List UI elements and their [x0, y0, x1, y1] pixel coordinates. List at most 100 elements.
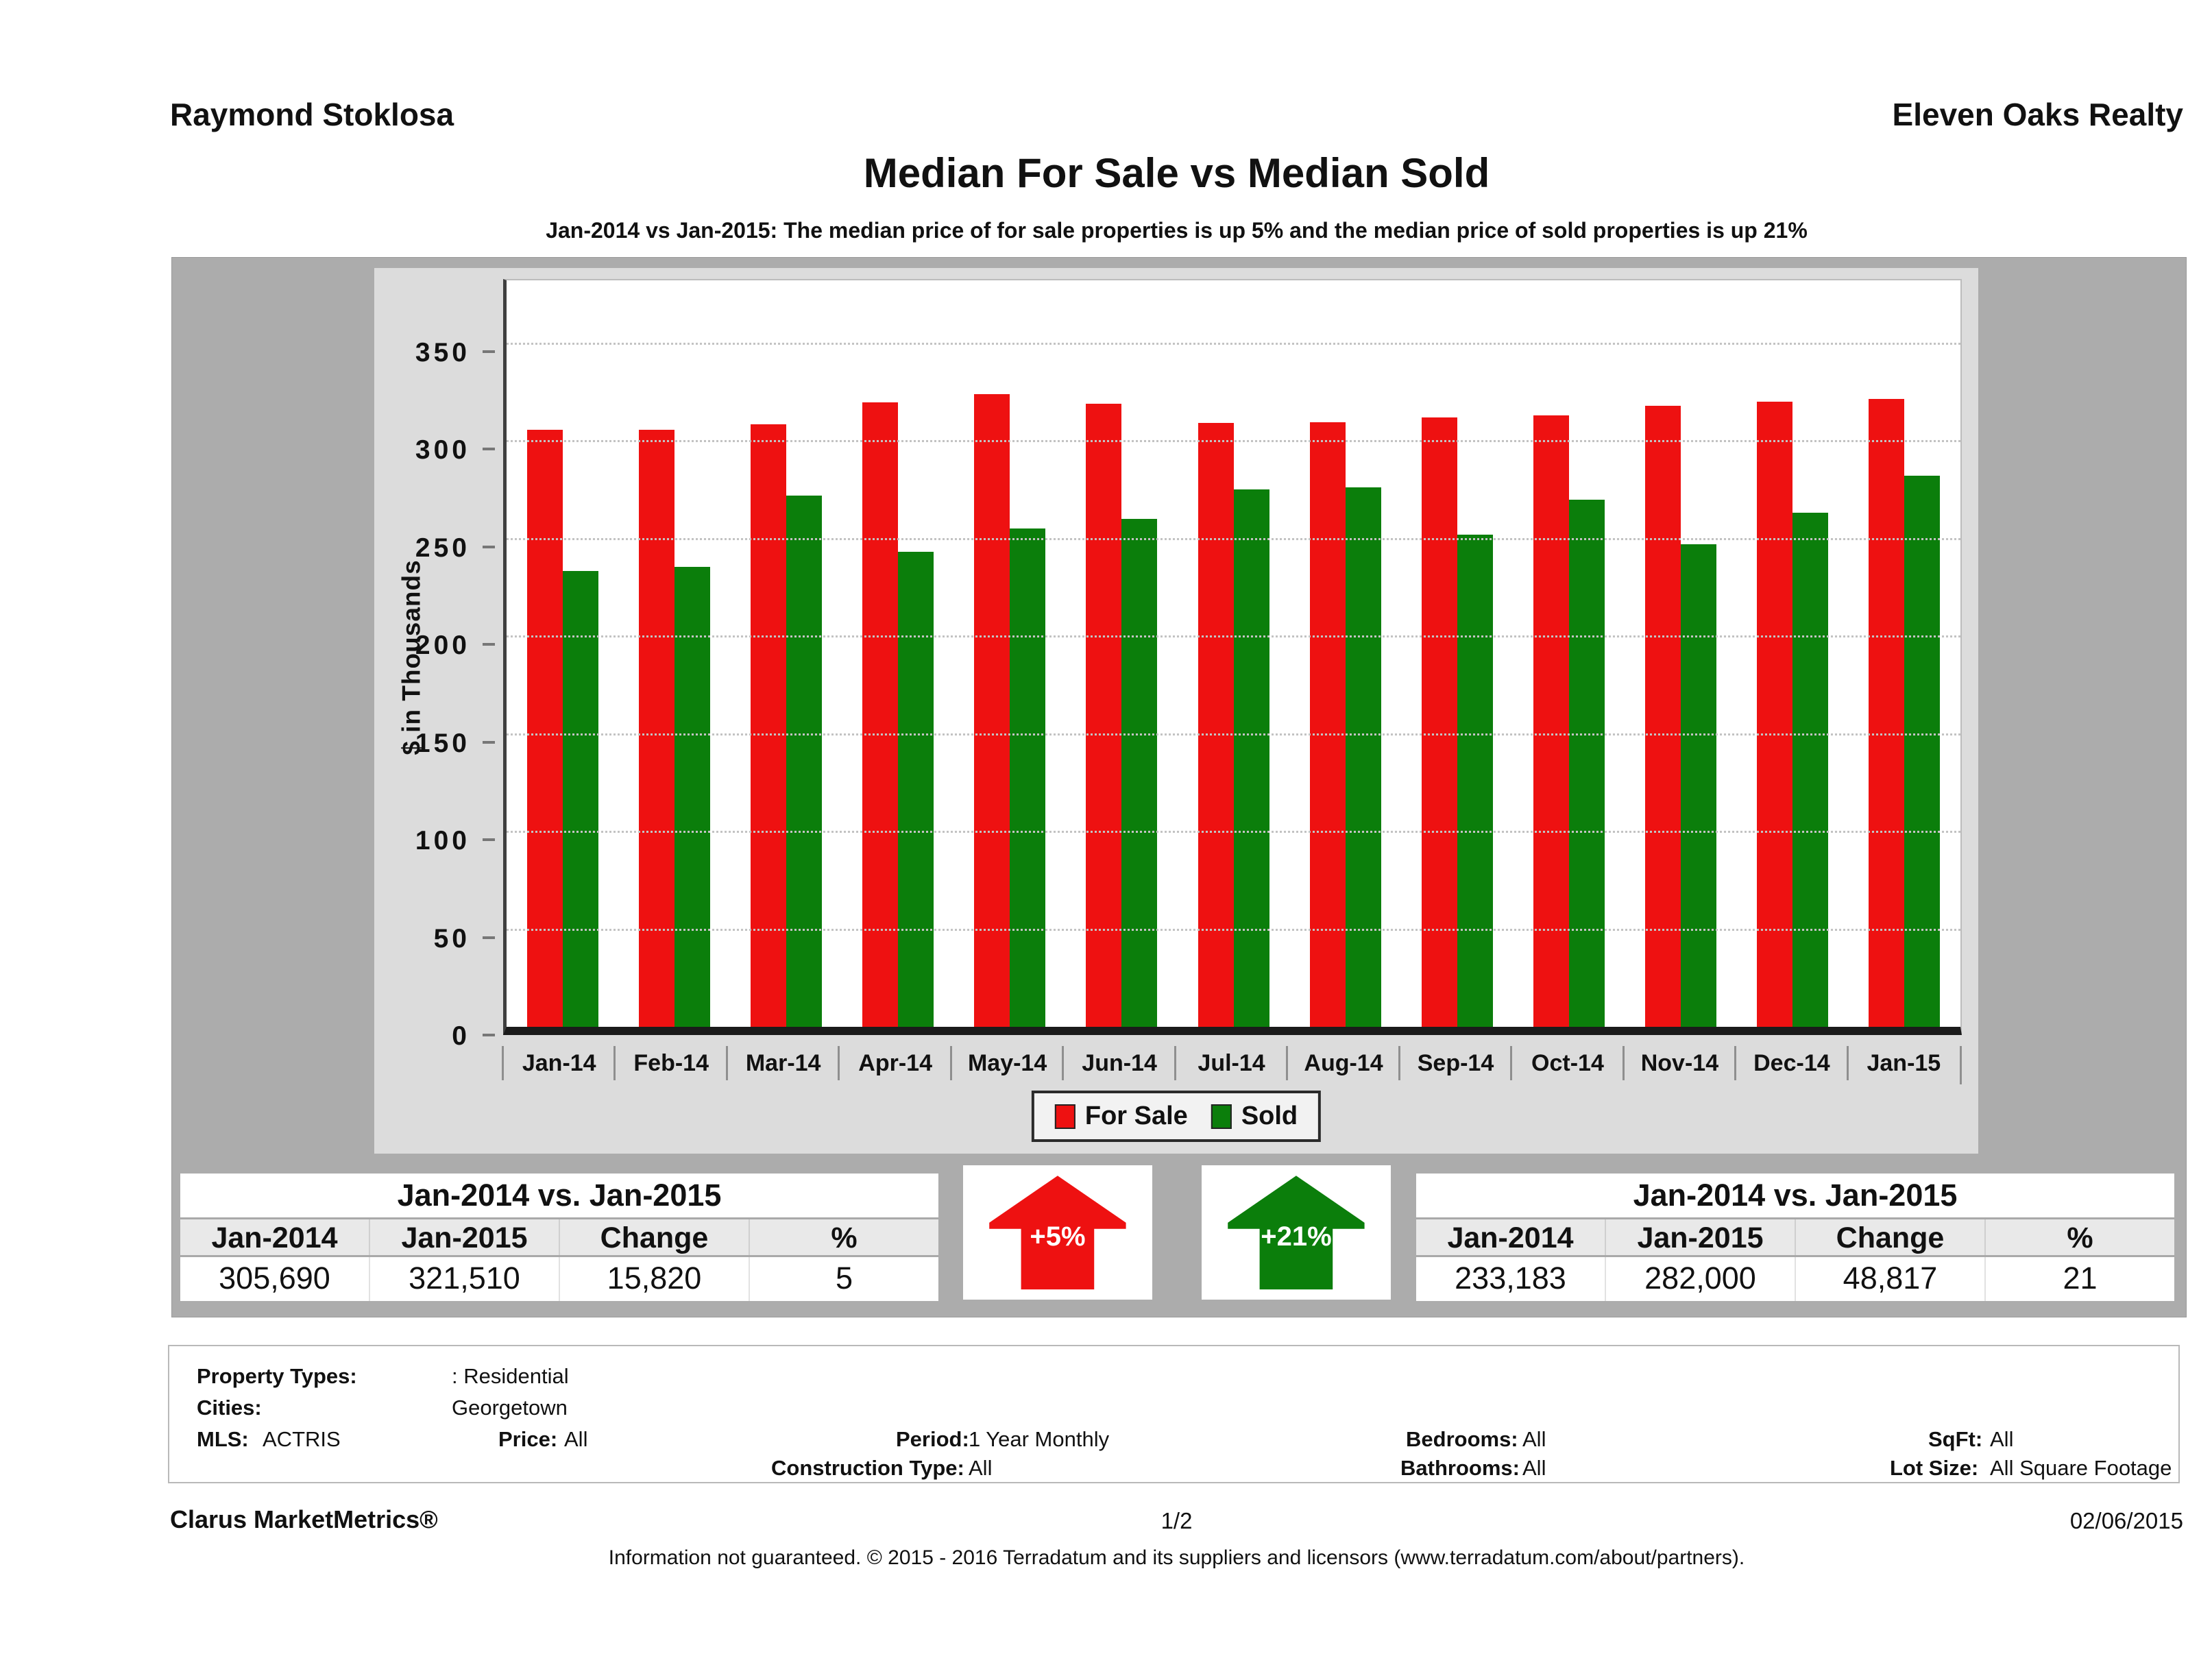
- bar-for-sale-oct-14: [1533, 415, 1569, 1027]
- col-header: Jan-2014: [211, 1221, 338, 1254]
- lot-size-value: All Square Footage: [1990, 1456, 2172, 1480]
- bar-for-sale-jun-14: [1086, 403, 1122, 1027]
- y-tick-label: 50: [433, 923, 470, 953]
- col-header: %: [749, 1219, 938, 1255]
- gridline: [507, 440, 1960, 442]
- bar-sold-mar-14: [786, 495, 822, 1027]
- bar-for-sale-dec-14: [1757, 402, 1793, 1027]
- y-tick-label: 150: [415, 728, 470, 758]
- table-cell: 233,183: [1455, 1261, 1566, 1296]
- col-header: Change: [559, 1219, 749, 1255]
- table-cell: 5: [749, 1257, 938, 1301]
- up-arrow-icon: [989, 1176, 1126, 1289]
- bar-sold-jan-14: [562, 571, 598, 1027]
- x-tick-label: Jun-14: [1062, 1046, 1175, 1084]
- x-tick-label: Sep-14: [1398, 1046, 1511, 1084]
- bar-group-oct-14: [1513, 280, 1625, 1027]
- bar-group-aug-14: [1289, 280, 1401, 1027]
- x-tick-label: Jan-14: [501, 1046, 615, 1084]
- bedrooms-value: All: [1522, 1427, 1546, 1451]
- price-label: Price:: [498, 1427, 558, 1451]
- col-header: Jan-2015: [1605, 1219, 1795, 1255]
- cities-value: Georgetown: [452, 1396, 568, 1420]
- chart-panel: $ in Thousands 0 50 100 150 200 250 300 350 Jan…: [374, 268, 1978, 1154]
- period-label: Period:: [896, 1427, 969, 1451]
- gridline: [507, 928, 1960, 931]
- bar-for-sale-apr-14: [862, 402, 899, 1027]
- agent-name: Raymond Stoklosa: [170, 97, 454, 132]
- table-cell: 21: [1984, 1257, 2174, 1301]
- y-tick-label: 200: [415, 631, 470, 660]
- bar-sold-dec-14: [1792, 513, 1829, 1027]
- x-tick-label: Jul-14: [1174, 1046, 1287, 1084]
- bar-for-sale-mar-14: [750, 424, 786, 1027]
- y-tick-dash: [483, 448, 495, 450]
- bar-group-jan-14: [507, 280, 618, 1027]
- gridline: [507, 831, 1960, 833]
- table-cell: 48,817: [1795, 1257, 1984, 1301]
- x-tick-label: Mar-14: [725, 1046, 839, 1084]
- y-tick-dash: [483, 545, 495, 548]
- legend-swatch: [1211, 1104, 1232, 1129]
- gridline: [507, 537, 1960, 540]
- table-title: Jan-2014 vs. Jan-2015: [1416, 1174, 2174, 1217]
- bar-sold-feb-14: [674, 566, 710, 1027]
- bar-group-may-14: [954, 280, 1066, 1027]
- for-sale-comparison-table: Jan-2014 vs. Jan-2015 Jan-2014 Jan-2015 …: [180, 1174, 938, 1305]
- bar-for-sale-jan-15: [1869, 398, 1905, 1027]
- chart-legend: For Sale Sold: [1031, 1091, 1322, 1142]
- bar-group-mar-14: [730, 280, 842, 1027]
- company-name: Eleven Oaks Realty: [1892, 97, 2183, 132]
- bar-for-sale-may-14: [974, 393, 1010, 1027]
- table-cell: 305,690: [219, 1261, 330, 1296]
- col-header: %: [1984, 1219, 2174, 1255]
- sqft-value: All: [1990, 1427, 2014, 1451]
- sold-comparison-table: Jan-2014 vs. Jan-2015 Jan-2014 Jan-2015 …: [1416, 1174, 2174, 1305]
- y-tick-dash: [483, 350, 495, 353]
- y-tick-label: 100: [415, 826, 470, 855]
- x-tick-label: Apr-14: [838, 1046, 951, 1084]
- bar-sold-aug-14: [1345, 487, 1381, 1027]
- property-types-label: Property Types:: [197, 1364, 357, 1388]
- bar-group-jun-14: [1066, 280, 1178, 1027]
- report-title: Median For Sale vs Median Sold: [863, 150, 1490, 196]
- x-tick-label: May-14: [949, 1046, 1063, 1084]
- mls-value: ACTRIS: [263, 1427, 341, 1451]
- y-tick-dash: [483, 838, 495, 841]
- disclaimer-text: Information not guaranteed. © 2015 - 201…: [608, 1546, 1745, 1569]
- bar-sold-jul-14: [1233, 489, 1269, 1027]
- cities-label: Cities:: [197, 1396, 262, 1420]
- lot-size-label: Lot Size:: [1890, 1456, 1979, 1480]
- chart-container: $ in Thousands 0 50 100 150 200 250 300 350 Jan…: [171, 257, 2187, 1317]
- bar-group-jan-15: [1849, 280, 1960, 1027]
- x-tick-label: Aug-14: [1286, 1046, 1399, 1084]
- y-axis-ticks: 0 50 100 150 200 250 300 350: [374, 279, 499, 1051]
- y-tick-dash: [483, 740, 495, 744]
- plot-area: [503, 279, 1962, 1035]
- x-tick-label: Dec-14: [1734, 1046, 1847, 1084]
- report-date: 02/06/2015: [2069, 1508, 2183, 1533]
- y-tick-dash: [483, 643, 495, 646]
- x-tick-label: Feb-14: [613, 1046, 727, 1084]
- table-title: Jan-2014 vs. Jan-2015: [180, 1174, 938, 1217]
- construction-type-value: All: [969, 1456, 993, 1480]
- y-tick-label: 250: [415, 533, 470, 563]
- bar-groups: [507, 280, 1960, 1027]
- up-arrow-icon: [1228, 1176, 1365, 1289]
- bathrooms-value: All: [1522, 1456, 1546, 1480]
- legend-label: For Sale: [1084, 1102, 1188, 1130]
- page-number: 1/2: [1160, 1508, 1193, 1533]
- bar-group-jul-14: [1178, 280, 1289, 1027]
- mls-label: MLS:: [197, 1427, 249, 1451]
- bar-sold-apr-14: [898, 552, 934, 1027]
- bar-group-sep-14: [1401, 280, 1513, 1027]
- x-tick-label: Oct-14: [1510, 1046, 1623, 1084]
- for-sale-change-percent: +5%: [1030, 1221, 1086, 1252]
- gridline: [507, 733, 1960, 735]
- table-cell: 282,000: [1605, 1257, 1795, 1301]
- x-tick-label: Nov-14: [1622, 1046, 1736, 1084]
- col-header: Change: [1795, 1219, 1984, 1255]
- table-header-row: Jan-2014 Jan-2015 Change %: [180, 1217, 938, 1257]
- bar-for-sale-aug-14: [1309, 422, 1346, 1027]
- table-cell: 15,820: [559, 1257, 749, 1301]
